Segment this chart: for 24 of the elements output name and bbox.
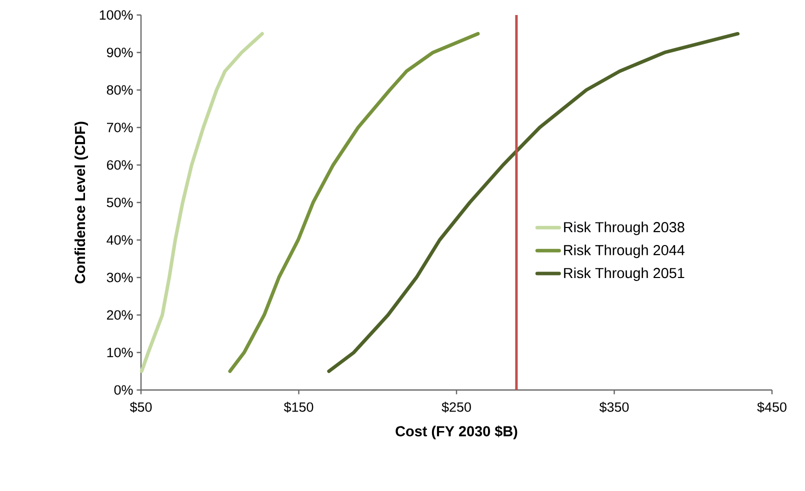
x-axis-title: Cost (FY 2030 $B): [396, 425, 518, 440]
y-tick-label: 90%: [106, 48, 133, 58]
line-series: [228, 32, 480, 373]
y-tick-label: 80%: [106, 85, 133, 95]
y-tick-label: 40%: [106, 235, 133, 245]
y-tick-label: 20%: [106, 310, 133, 320]
x-tick-label: $150: [284, 402, 314, 413]
x-tick-label: $250: [442, 402, 471, 413]
legend-label: Risk Through 2044: [564, 244, 685, 258]
y-axis-title: Confidence Level (CDF): [74, 122, 88, 284]
line-series: [140, 32, 264, 373]
y-tick-label: 30%: [106, 272, 133, 282]
x-tick-label: $350: [599, 402, 629, 413]
x-tick-label: $450: [757, 402, 786, 413]
legend-label: Risk Through 2051: [564, 268, 684, 282]
x-tick-label: $50: [130, 402, 152, 413]
y-tick-label: 10%: [107, 348, 133, 358]
y-tick-label: 60%: [107, 160, 133, 170]
y-tick-label: 70%: [107, 122, 133, 132]
y-tick-label: 50%: [106, 198, 133, 208]
line-series: [327, 32, 740, 373]
legend-label: Risk Through 2038: [564, 222, 684, 236]
y-tick-label: 100%: [100, 10, 133, 20]
y-tick-label: 0%: [114, 385, 133, 395]
